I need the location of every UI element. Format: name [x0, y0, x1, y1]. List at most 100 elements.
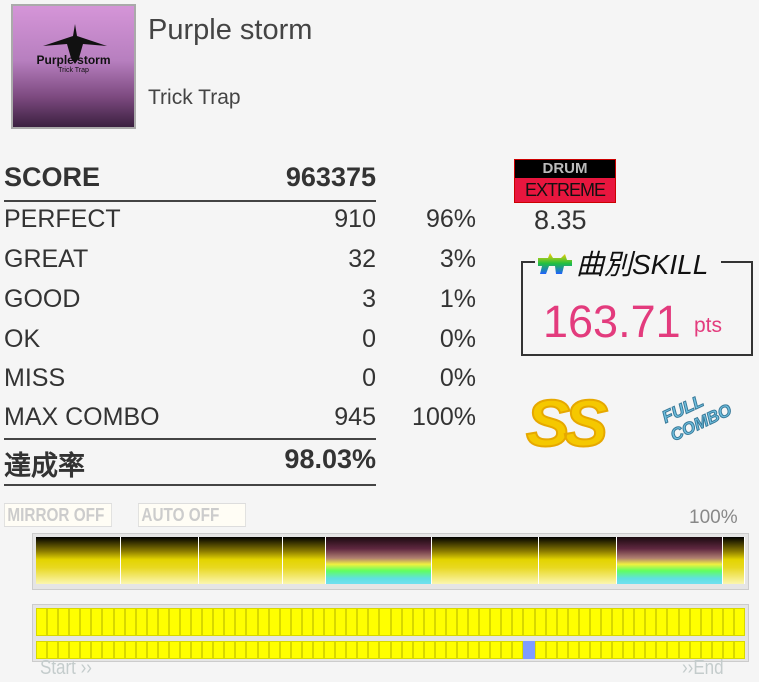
timeline-cell	[556, 608, 568, 636]
stat-value: 910	[334, 205, 376, 233]
stat-label: 達成率	[4, 451, 85, 481]
timeline-cell	[456, 641, 469, 659]
stat-value: 963375	[285, 162, 376, 192]
skill-box	[521, 261, 753, 356]
timeline-cell	[135, 641, 147, 659]
timeline-cell	[69, 608, 81, 636]
stat-label: OK	[4, 325, 41, 353]
timeline-cell	[113, 641, 125, 659]
stat-value: 0	[362, 364, 376, 392]
timeline-cell	[545, 641, 557, 659]
stat-value: 3	[362, 285, 376, 313]
timeline-cell	[523, 608, 535, 636]
timeline-cell	[312, 641, 325, 659]
timeline-cell	[279, 641, 291, 659]
timeline-cell	[556, 641, 568, 659]
timeline-cell	[645, 641, 657, 659]
timeline-cell	[434, 608, 446, 636]
timeline-cell	[634, 641, 646, 659]
timeline-cell	[102, 641, 114, 659]
instrument-label: DRUM	[515, 160, 615, 178]
timeline-cell	[180, 641, 192, 659]
stat-percent: 1%	[439, 285, 476, 313]
timeline-cell	[445, 641, 457, 659]
pterodactyl-icon	[43, 24, 107, 64]
stat-label: MISS	[4, 364, 66, 392]
timeline-cell	[268, 641, 280, 659]
timeline-cell	[58, 641, 70, 659]
timeline-cell	[257, 608, 269, 636]
timeline-cell	[390, 641, 402, 659]
timeline-cell	[346, 641, 358, 659]
timeline-cell	[235, 641, 247, 659]
timeline-cell	[290, 608, 302, 636]
timeline-cell	[157, 641, 169, 659]
jacket-artist: Trick Trap	[58, 67, 89, 74]
full-combo-icon: FULL COMBO	[659, 391, 736, 446]
stat-value: 98.03%	[284, 444, 376, 474]
timeline-cell	[113, 608, 125, 636]
skill-logo-icon	[538, 253, 572, 274]
timeline-cell	[623, 608, 635, 636]
timeline-cell	[401, 641, 413, 659]
difficulty-name: EXTREME	[524, 180, 606, 200]
timeline-cell	[612, 608, 624, 636]
timeline-cell	[722, 641, 734, 659]
song-artist: Trick Trap	[148, 86, 241, 109]
timeline-cell	[689, 608, 701, 636]
timeline-cell	[456, 608, 469, 636]
timeline-cell	[301, 641, 313, 659]
stat-percent: 100%	[412, 403, 476, 431]
timeline-cell	[301, 608, 313, 636]
timeline-cell	[168, 641, 181, 659]
skill-title: 曲別SKILL	[536, 243, 708, 283]
mirror-option: MIRROR OFF	[4, 503, 112, 527]
stat-percent: 0%	[439, 364, 476, 392]
stat-value: 0	[362, 325, 376, 353]
timeline-cell	[634, 608, 646, 636]
timeline-cell	[312, 608, 325, 636]
skill-value: 163.71	[543, 296, 681, 347]
difficulty-level: 8.35	[534, 205, 587, 235]
timeline-cell	[91, 641, 103, 659]
timeline-cell	[69, 641, 81, 659]
timeline-cell	[146, 641, 158, 659]
stat-percent: 0%	[439, 325, 476, 353]
timeline-cell	[202, 641, 214, 659]
timeline-cell	[612, 641, 624, 659]
stat-percent: 3%	[439, 245, 476, 273]
start-label: Start ››	[40, 657, 92, 679]
timeline-cell	[468, 608, 480, 636]
timeline-cell	[656, 641, 668, 659]
timeline-cell	[501, 641, 513, 659]
timeline-cell	[102, 608, 114, 636]
timeline-cell	[58, 608, 70, 636]
timeline-cell	[711, 641, 723, 659]
end-label: ››End	[682, 657, 724, 679]
timeline-cell	[36, 608, 48, 636]
timeline-cell	[545, 608, 557, 636]
stat-percent: 96%	[425, 205, 476, 233]
timeline-cell	[213, 608, 225, 636]
timeline-cell	[191, 608, 203, 636]
timeline-cell	[733, 608, 745, 636]
gauge-segment	[198, 537, 284, 584]
timeline-cell	[146, 608, 158, 636]
timeline-cell	[589, 608, 601, 636]
gauge-segment	[617, 537, 724, 584]
timeline-cell	[578, 641, 590, 659]
timeline-cell	[80, 641, 92, 659]
timeline-cell	[357, 608, 369, 636]
timeline-cell	[423, 641, 435, 659]
timeline-cell	[479, 641, 491, 659]
stat-label: MAX COMBO	[4, 403, 160, 431]
gauge-segment	[283, 537, 327, 584]
timeline-cell	[479, 608, 491, 636]
timeline-cell	[623, 641, 635, 659]
stat-value: 32	[348, 245, 376, 273]
timeline-cell	[379, 641, 391, 659]
timeline-cell	[80, 608, 92, 636]
stat-label: GOOD	[4, 285, 81, 313]
difficulty-badge: DRUM EXTREME	[514, 159, 616, 203]
timeline-cell	[124, 608, 136, 636]
